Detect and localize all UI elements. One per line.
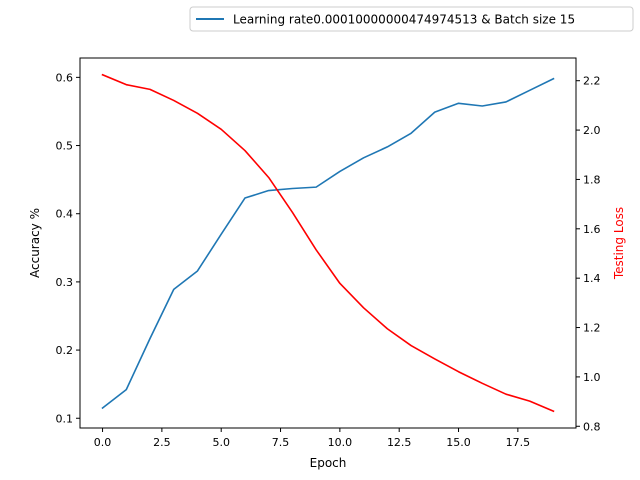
plot-area: 0.0 2.5 5.0 7.5 10.0 12.5 15.0 17.5 0.1 0.2 0.3 0.4…: [56, 71, 601, 449]
x-tick-label: 10.0: [328, 436, 353, 449]
x-tick-label: 15.0: [446, 436, 471, 449]
axes-frame: [79, 57, 577, 429]
y-left-tick-label: 0.1: [56, 412, 74, 425]
x-tick-label: 5.0: [212, 436, 230, 449]
y-axis-right-label: Testing Loss: [612, 207, 626, 280]
x-tick-label: 7.5: [272, 436, 290, 449]
legend-box: [189, 6, 634, 32]
x-tick-label: 2.5: [153, 436, 171, 449]
x-tick-label: 0.0: [94, 436, 112, 449]
y-left-tick-label: 0.3: [56, 276, 74, 289]
y-right-tick-label: 2.0: [583, 124, 601, 137]
x-axis-label: Epoch: [310, 456, 347, 470]
y-left-tick-label: 0.5: [56, 140, 74, 153]
y-axis-left-label: Accuracy %: [28, 208, 42, 278]
y-right-tick-label: 1.8: [583, 173, 601, 186]
y-left-tick-label: 0.2: [56, 344, 74, 357]
y-left-tick-label: 0.4: [56, 208, 74, 221]
y-right-tick-label: 1.4: [583, 272, 601, 285]
legend-label: Learning rate0.00010000000474974513 & Ba…: [233, 13, 575, 27]
y-right-tick-label: 1.6: [583, 223, 601, 236]
y-right-tick-label: 2.2: [583, 75, 601, 88]
y-right-tick-label: 1.2: [583, 322, 601, 335]
y-right-tick-label: 0.8: [583, 420, 601, 433]
x-tick-label: 12.5: [387, 436, 412, 449]
testing-loss-line: [101, 73, 555, 413]
legend: Learning rate0.00010000000474974513 & Ba…: [189, 6, 634, 32]
accuracy-line: [101, 77, 555, 410]
y-left-tick-label: 0.6: [56, 71, 74, 84]
x-tick-label: 17.5: [506, 436, 531, 449]
y-right-tick-label: 1.0: [583, 371, 601, 384]
